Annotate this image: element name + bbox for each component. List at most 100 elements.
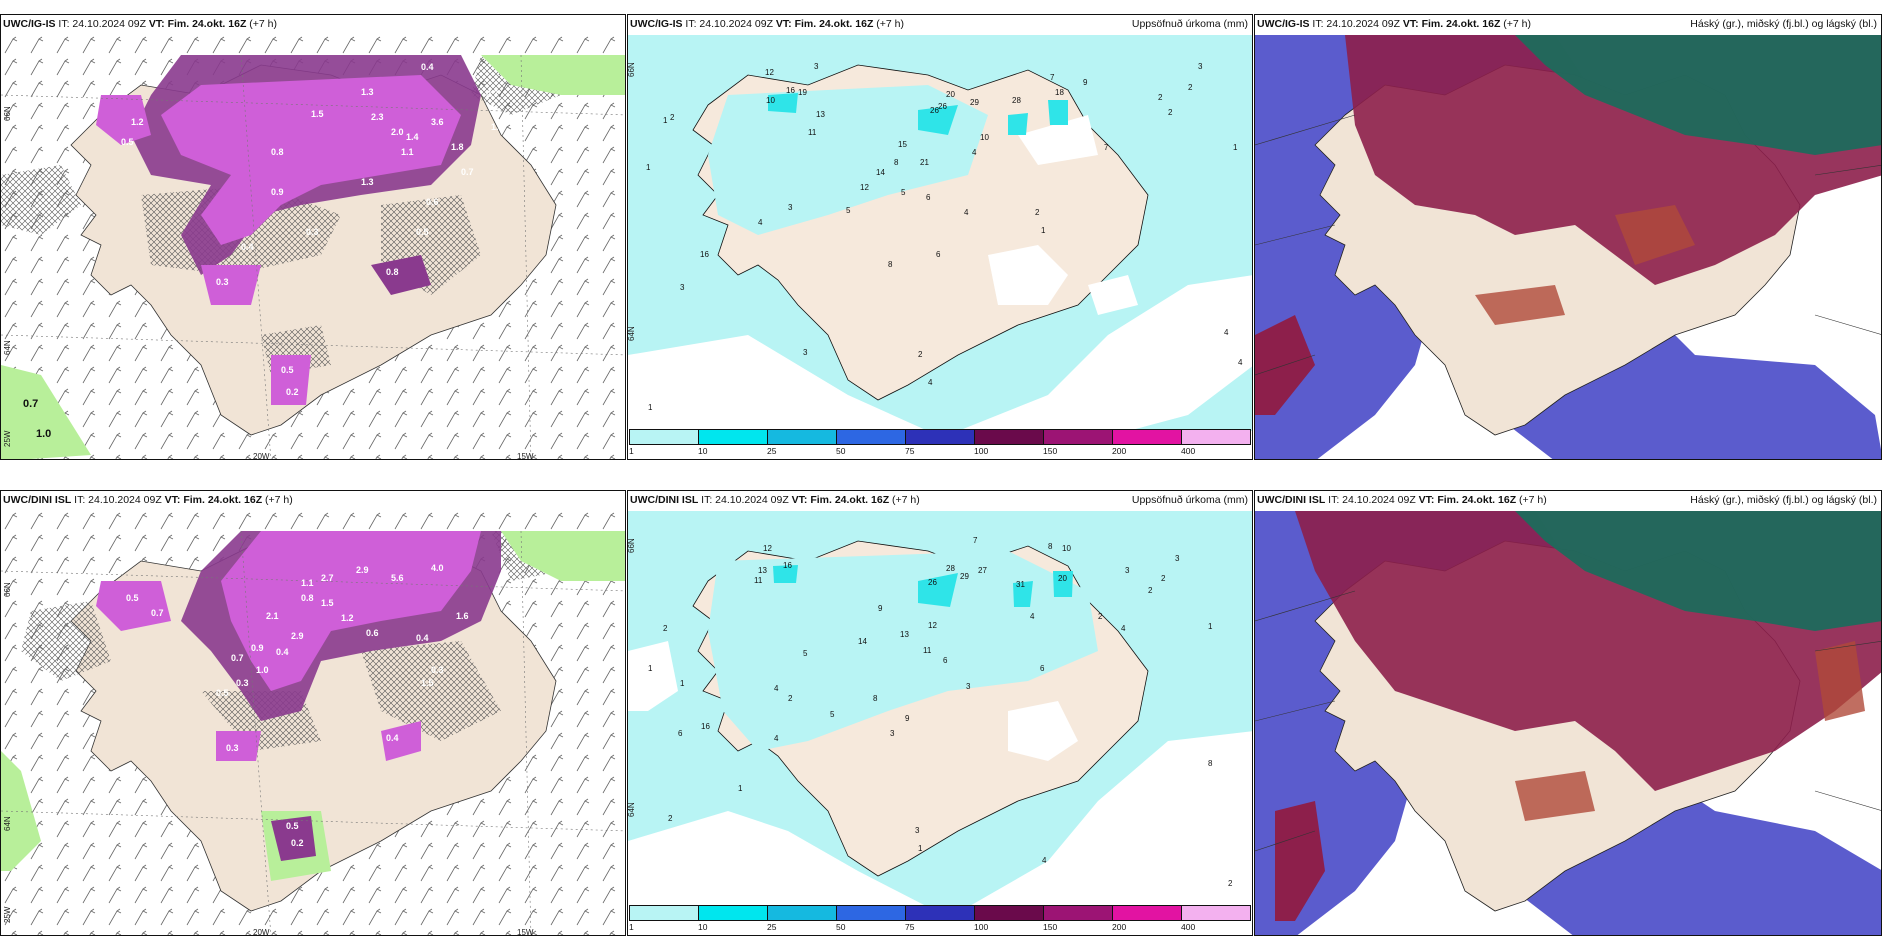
lat-label: 64N xyxy=(3,340,12,355)
heavy-precip-cell xyxy=(1013,581,1033,607)
graticule xyxy=(1255,114,1881,376)
precip-number: 4 xyxy=(1238,358,1243,367)
panel-igis-clouds: UWC/IG-IS IT: 24.10.2024 09Z VT: Fim. 24… xyxy=(1254,14,1882,460)
mid-cloud xyxy=(1515,771,1595,821)
high-cloud xyxy=(1515,511,1881,631)
precip-number: 4 xyxy=(774,734,779,743)
precip-number: 7 xyxy=(1050,73,1055,82)
precip-number: 1 xyxy=(738,784,743,793)
precip-value: 2.0 xyxy=(391,127,404,137)
map-canvas: 2.9 4.0 5.6 2.7 1.6 1.1 0.8 2.1 1.5 2.9 … xyxy=(1,511,625,935)
precip-number: 5 xyxy=(803,649,808,658)
precip-number: 26 xyxy=(930,106,939,115)
precip-number: 3 xyxy=(680,283,685,292)
precip-value: 0.3 xyxy=(216,277,229,287)
precip-number: 9 xyxy=(1083,78,1088,87)
precip-value: 0.9 xyxy=(251,643,264,653)
heavy-precip xyxy=(161,75,461,245)
colorbar-swatch xyxy=(1182,430,1250,444)
valid-time: VT: Fim. 24.okt. 16Z xyxy=(148,18,247,30)
precip-value: 3.6 xyxy=(431,117,444,127)
precip-value: 1.0 xyxy=(491,122,504,132)
panel-igis-accum-precip: UWC/IG-IS IT: 24.10.2024 09Z VT: Fim. 24… xyxy=(627,14,1253,460)
precip-number: 16 xyxy=(783,561,792,570)
colorbar-swatches xyxy=(629,429,1251,445)
precip-value: 0.4 xyxy=(421,62,434,72)
precip-value: 0.8 xyxy=(301,593,314,603)
lead-time: (+7 h) xyxy=(892,494,920,506)
map-canvas: 3 12 16 19 10 13 11 26 20 26 29 28 18 9 … xyxy=(628,35,1252,431)
colorbar-swatch xyxy=(630,430,699,444)
precip-number: 1 xyxy=(1208,622,1213,631)
precip-value: 0.4 xyxy=(416,633,429,643)
precip-number: 10 xyxy=(766,96,775,105)
lead-time: (+7 h) xyxy=(265,494,293,506)
model-name: UWC/DINI ISL xyxy=(1257,494,1326,506)
precip-value: 0.2 xyxy=(286,387,299,397)
heavy-precip xyxy=(221,531,481,691)
colorbar-swatch xyxy=(837,906,906,920)
init-time: IT: 24.10.2024 09Z xyxy=(1312,18,1400,30)
precip-value: 1.0 xyxy=(36,428,51,440)
lat-label: 64N xyxy=(3,816,12,831)
precip-number: 2 xyxy=(668,814,673,823)
precip-number: 8 xyxy=(894,158,899,167)
graticule xyxy=(1255,590,1881,852)
precip-number: 3 xyxy=(1175,554,1180,563)
precip-value: 1.0 xyxy=(256,665,269,675)
precip-number: 20 xyxy=(1058,574,1067,583)
precip-number: 2 xyxy=(1161,574,1166,583)
light-precip-green xyxy=(481,55,625,95)
precip-number: 10 xyxy=(980,133,989,142)
precip-number: 1 xyxy=(1041,226,1046,235)
precip-number: 8 xyxy=(888,260,893,269)
lat-label: 64N xyxy=(627,802,636,817)
colorbar-tick: 200 xyxy=(1112,446,1127,456)
dry-sea xyxy=(968,731,1252,907)
precip-number: 13 xyxy=(758,566,767,575)
precip-number: 3 xyxy=(1125,566,1130,575)
precip-number: 6 xyxy=(678,729,683,738)
precip-value: 0.8 xyxy=(271,147,284,157)
precip-value: 0.7 xyxy=(461,167,474,177)
colorbar-tick: 100 xyxy=(974,922,989,932)
heavy-precip-cell xyxy=(918,573,958,607)
precip-number: 5 xyxy=(846,206,851,215)
precip-number: 11 xyxy=(923,646,932,655)
precip-value: 2.7 xyxy=(321,573,334,583)
precip-value: 5.6 xyxy=(391,573,404,583)
precip-value: 0.6 xyxy=(426,197,439,207)
precip-number: 19 xyxy=(798,88,807,97)
precip-number: 3 xyxy=(803,348,808,357)
hatch-area xyxy=(361,641,501,741)
precip-number: 28 xyxy=(1012,96,1021,105)
colorbar-tick: 200 xyxy=(1112,922,1127,932)
precip-number: 2 xyxy=(1158,93,1163,102)
precip-number: 3 xyxy=(1198,62,1203,71)
colorbar-swatch xyxy=(699,906,768,920)
dry-area xyxy=(1018,115,1098,165)
light-precip-green xyxy=(1,365,91,459)
precip-value: 0.7 xyxy=(486,89,499,99)
panel-title: Háský (gr.), miðský (fj.bl.) og lágský (… xyxy=(1690,18,1877,30)
lead-time: (+7 h) xyxy=(876,18,905,30)
precip-number: 15 xyxy=(898,140,907,149)
precip-value: 2.9 xyxy=(356,565,369,575)
precip-number: 2 xyxy=(670,113,675,122)
panel-header: UWC/IG-IS IT: 24.10.2024 09Z VT: Fim. 24… xyxy=(3,18,277,30)
precip-number: 5 xyxy=(901,188,906,197)
precip-number: 6 xyxy=(926,193,931,202)
colorbar-tick: 1 xyxy=(629,446,634,456)
init-time: IT: 24.10.2024 09Z xyxy=(701,494,789,506)
lon-label: 20W xyxy=(253,452,270,460)
heavy-precip-cell xyxy=(768,93,798,113)
lead-time: (+7 h) xyxy=(1503,18,1532,30)
panel-header: UWC/IG-IS IT: 24.10.2024 09Z VT: Fim. 24… xyxy=(630,18,904,30)
colorbar-tick: 150 xyxy=(1043,922,1058,932)
dry-sea xyxy=(628,335,928,431)
panel-igis-precip-wind: UWC/IG-IS IT: 24.10.2024 09Z VT: Fim. 24… xyxy=(0,14,626,460)
precip-value: 0.5 xyxy=(416,227,429,237)
precip-number: 1 xyxy=(648,403,653,412)
precip-value: 0.5 xyxy=(126,593,139,603)
panel-title: Uppsöfnuð úrkoma (mm) xyxy=(1131,494,1248,506)
